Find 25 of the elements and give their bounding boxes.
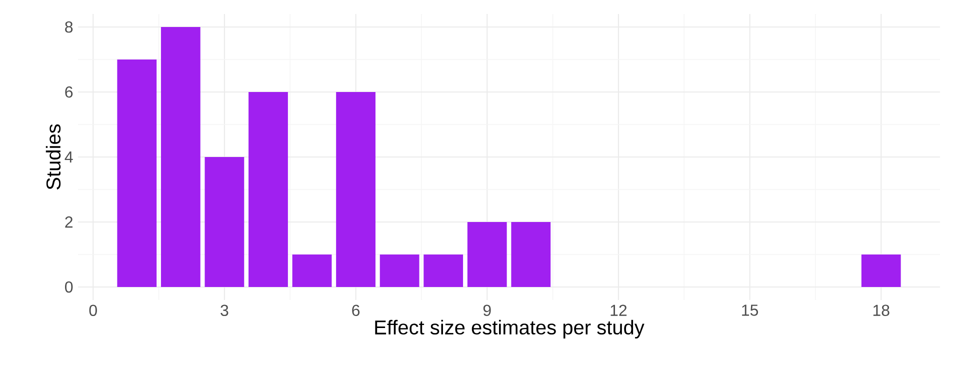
y-tick-label: 8 <box>65 21 73 33</box>
x-tick-label: 18 <box>873 304 890 316</box>
bar <box>336 92 376 287</box>
y-tick-label: 2 <box>65 216 72 228</box>
x-tick-label: 15 <box>742 304 758 316</box>
y-axis-title: Studies <box>46 124 61 190</box>
bar <box>467 222 507 287</box>
y-tick-label: 6 <box>65 86 73 98</box>
x-tick-label: 0 <box>89 304 97 316</box>
bar <box>117 59 157 287</box>
bar <box>248 92 288 287</box>
bar <box>511 222 551 287</box>
y-tick-label: 4 <box>64 151 73 162</box>
bar <box>160 26 200 287</box>
bar <box>204 156 244 287</box>
bar <box>380 254 420 287</box>
bar <box>292 254 332 287</box>
bar <box>861 254 901 287</box>
x-tick-label: 9 <box>483 304 491 316</box>
x-axis-title: Effect size estimates per study <box>375 320 644 338</box>
x-tick-label: 3 <box>220 304 228 316</box>
y-tick-label: 0 <box>65 281 73 293</box>
bar <box>424 254 464 287</box>
x-tick-label: 12 <box>610 304 627 316</box>
x-tick-label: 6 <box>352 304 360 316</box>
